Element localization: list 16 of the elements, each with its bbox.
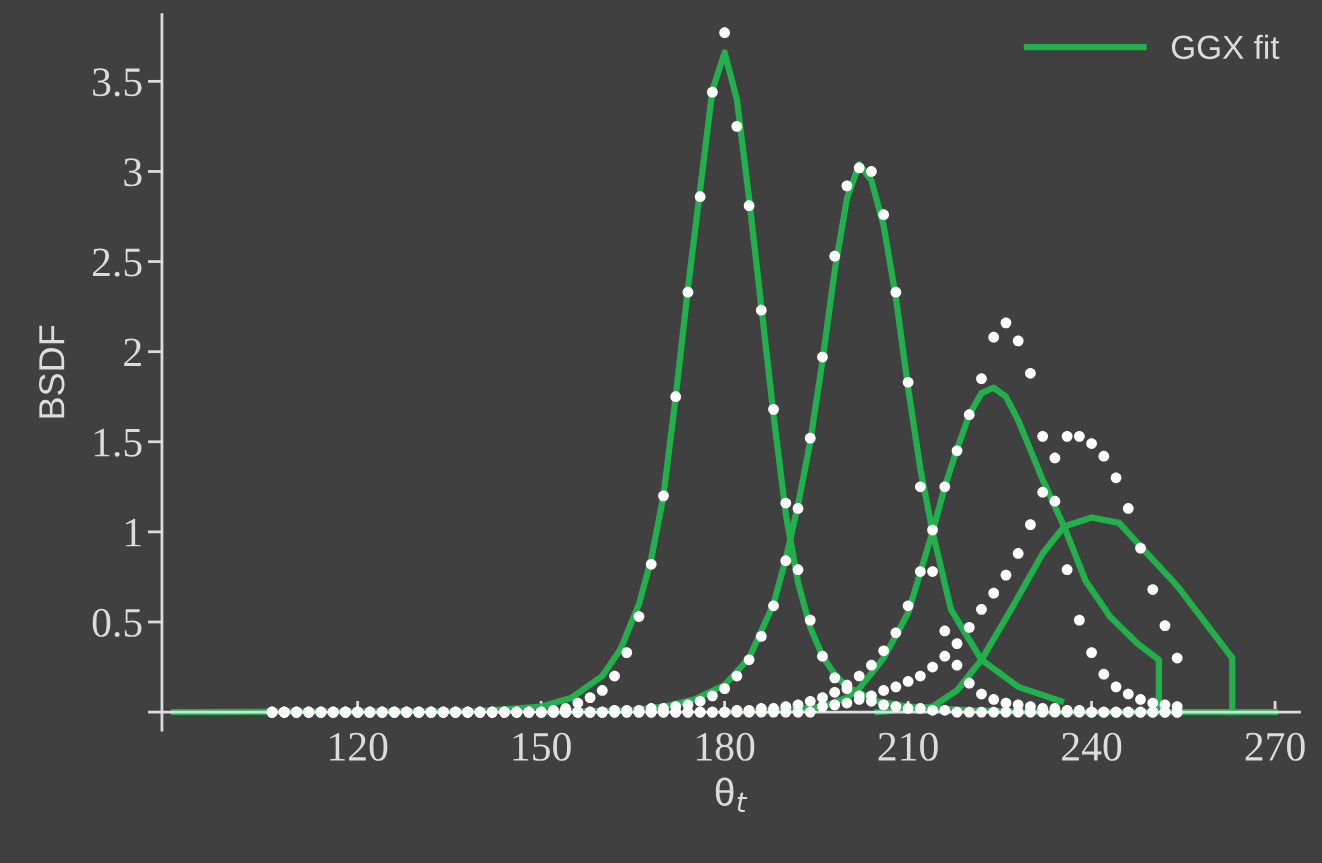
- legend-label: GGX fit: [1171, 34, 1280, 60]
- x-tick-label: 240: [1062, 732, 1122, 761]
- y-tick-label: 3.5: [93, 68, 142, 97]
- y-tick-label: 0.5: [92, 608, 142, 638]
- x-tick-label: 180: [697, 732, 755, 761]
- y-tick-label: 2: [124, 338, 141, 367]
- y-tick-label: 1.5: [94, 428, 142, 457]
- x-tick-label: 210: [878, 732, 938, 761]
- y-axis-title: BSDF: [38, 325, 65, 418]
- y-tick-label: 3: [124, 158, 142, 187]
- y-tick-label: 1: [126, 518, 141, 547]
- y-tick-label: 2.5: [92, 248, 142, 277]
- x-axis-title: θ$_{t}$: [715, 777, 748, 812]
- x-tick-label: 120: [330, 732, 388, 761]
- x-tick-label: 150: [513, 732, 571, 761]
- x-tick-label: 270: [1245, 732, 1305, 761]
